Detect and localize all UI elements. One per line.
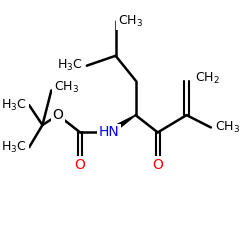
Text: H$_3$C: H$_3$C	[2, 140, 27, 155]
Text: O: O	[75, 158, 86, 172]
Text: H$_3$C: H$_3$C	[57, 58, 82, 73]
Text: CH$_2$: CH$_2$	[196, 70, 220, 86]
Polygon shape	[108, 115, 136, 136]
Text: O: O	[52, 108, 64, 122]
Text: CH$_3$: CH$_3$	[54, 80, 79, 96]
Text: CH$_3$: CH$_3$	[215, 120, 240, 135]
Text: HN: HN	[98, 126, 119, 140]
Text: O: O	[152, 158, 163, 172]
Text: CH$_3$: CH$_3$	[118, 14, 143, 29]
Text: H$_3$C: H$_3$C	[2, 98, 27, 113]
